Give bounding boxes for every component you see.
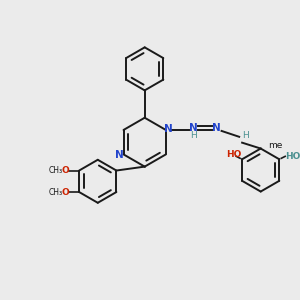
Text: N: N [164, 124, 173, 134]
Text: O: O [61, 188, 69, 196]
Text: H: H [190, 131, 196, 140]
Text: HO: HO [285, 152, 300, 161]
Text: N: N [189, 123, 198, 133]
Text: N: N [212, 123, 221, 133]
Text: HO: HO [226, 150, 242, 159]
Text: N: N [115, 150, 124, 161]
Text: CH₃: CH₃ [49, 188, 63, 196]
Text: me: me [268, 141, 283, 150]
Text: CH₃: CH₃ [49, 166, 63, 175]
Text: O: O [61, 166, 69, 175]
Text: H: H [242, 131, 248, 140]
